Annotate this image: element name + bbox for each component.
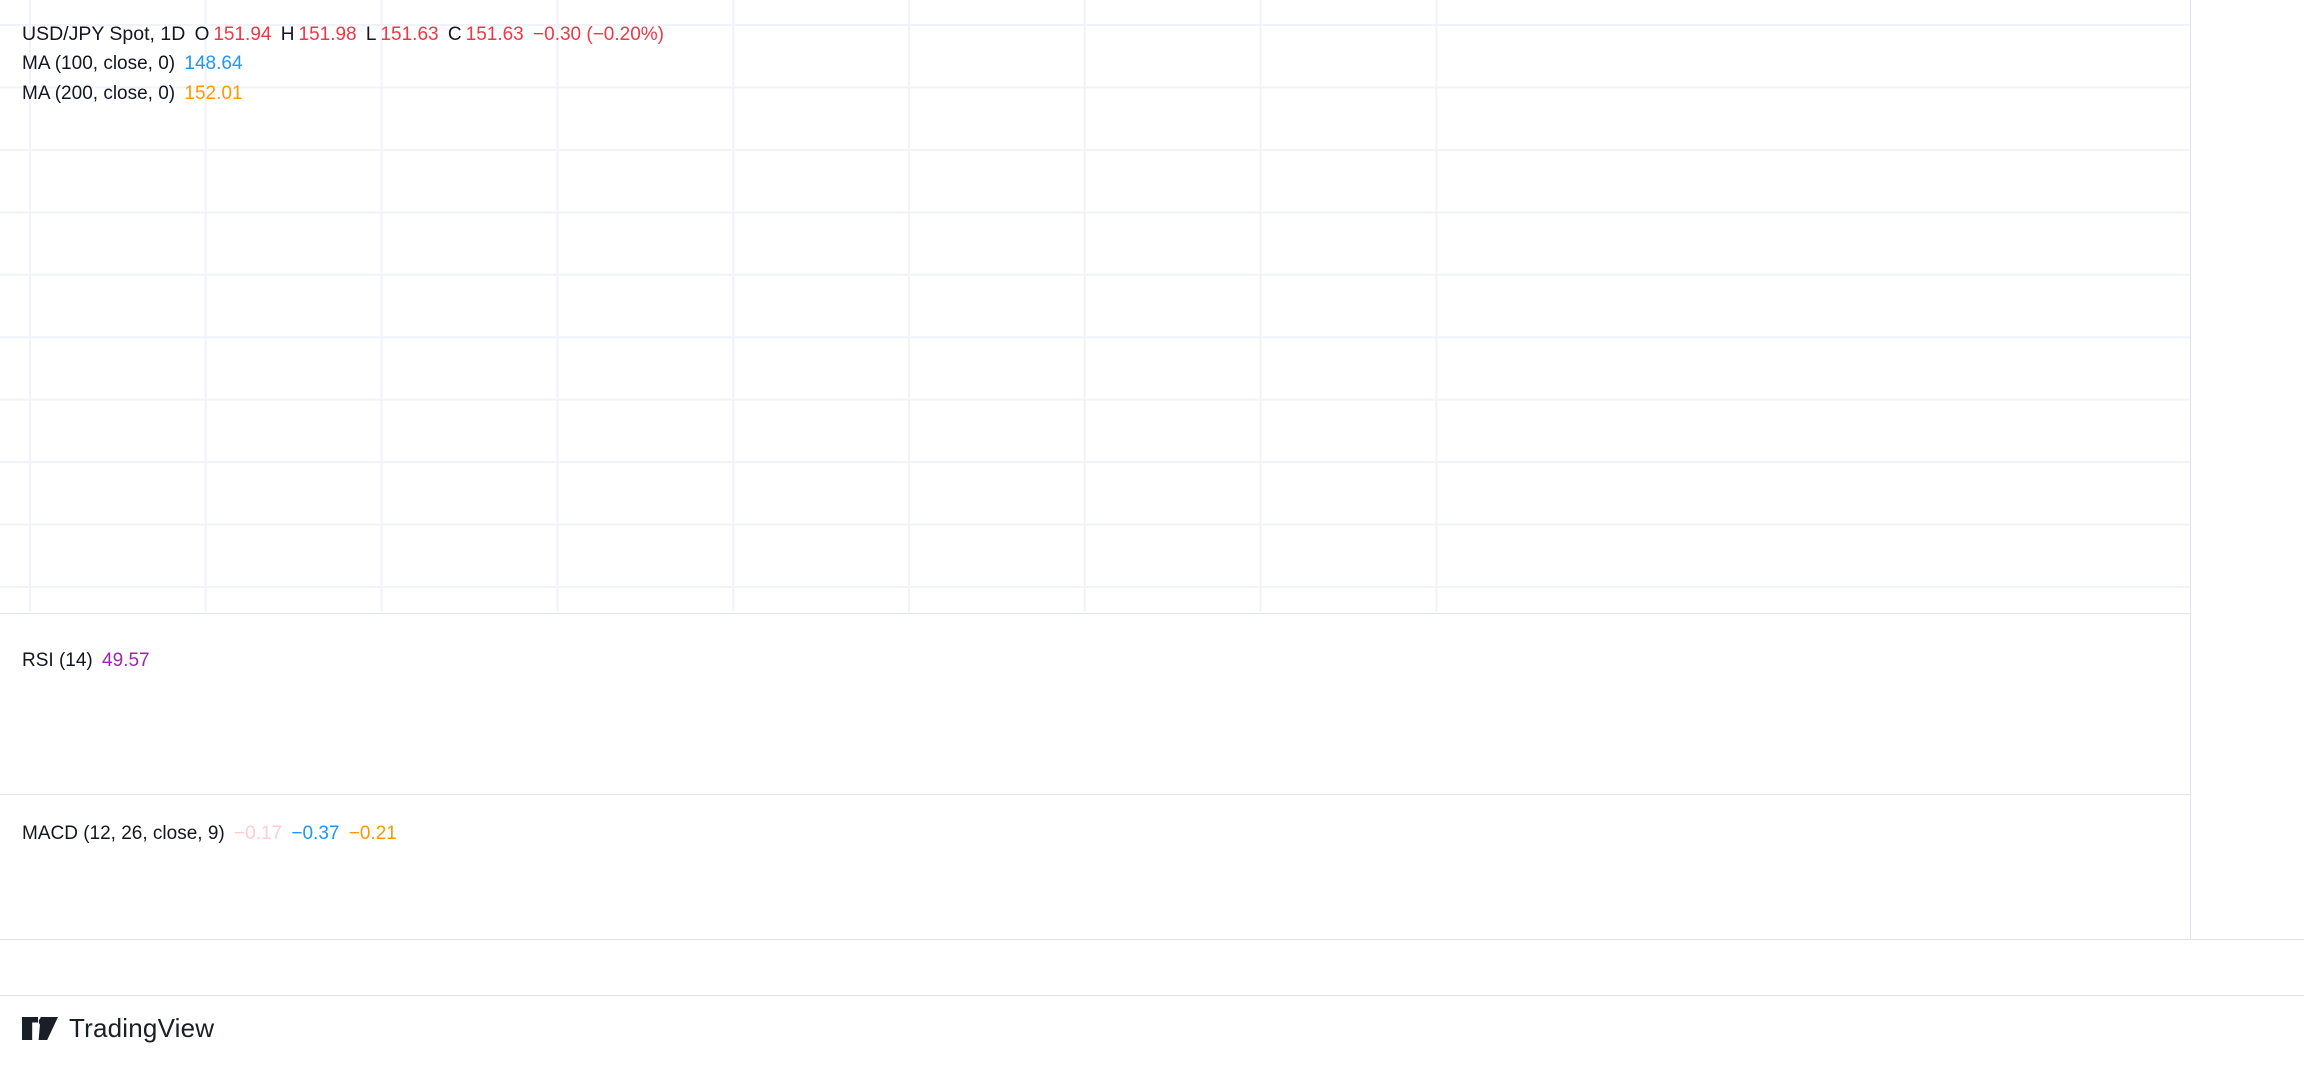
- macd-plot-area[interactable]: [0, 794, 2190, 939]
- macd-pane-separator: [0, 794, 2190, 795]
- macd-signal-value: −0.21: [348, 823, 397, 844]
- price-change: −0.30 (−0.20%): [533, 24, 665, 45]
- footer: TradingView: [0, 995, 2304, 1066]
- ma200-legend[interactable]: MA (200, close, 0) 152.01: [22, 82, 247, 106]
- rsi-pane-separator: [0, 613, 2190, 614]
- time-axis-labels: [0, 939, 2304, 995]
- ohlc-close-key: C: [447, 24, 462, 45]
- ohlc-low-value: 151.63: [380, 24, 439, 45]
- price-plot-area[interactable]: [0, 0, 2190, 612]
- ma200-label: MA (200, close, 0): [22, 83, 176, 104]
- rsi-plot-area[interactable]: [0, 613, 2190, 793]
- rsi-label: RSI (14): [22, 650, 93, 671]
- macd-pane[interactable]: MACD (12, 26, close, 9) −0.17 −0.37 −0.2…: [0, 794, 2304, 939]
- rsi-pane[interactable]: RSI (14) 49.57: [0, 613, 2304, 793]
- rsi-value: 49.57: [102, 650, 150, 671]
- time-axis-separator: [0, 939, 2304, 940]
- macd-legend[interactable]: MACD (12, 26, close, 9) −0.17 −0.37 −0.2…: [22, 822, 401, 846]
- macd-hist-value: −0.17: [234, 823, 283, 844]
- price-canvas: [0, 0, 2190, 612]
- ma200-value: 152.01: [184, 83, 243, 104]
- symbol-title: USD/JPY Spot, 1D: [22, 23, 186, 45]
- ohlc-high-value: 151.98: [298, 24, 357, 45]
- axis-divider: [2190, 0, 2191, 612]
- rsi-axis[interactable]: [2190, 613, 2304, 793]
- ohlc-high-key: H: [280, 24, 295, 45]
- rsi-canvas: [0, 613, 2190, 793]
- time-axis[interactable]: [0, 939, 2304, 995]
- footer-separator: [0, 995, 2304, 996]
- price-pane[interactable]: USD/JPY Spot, 1D O 151.94 H 151.98 L 151.63…: [0, 0, 2304, 612]
- symbol-legend[interactable]: USD/JPY Spot, 1D O 151.94 H 151.98 L 151.63…: [22, 22, 668, 47]
- tradingview-logo-icon[interactable]: [22, 1017, 58, 1040]
- rsi-legend[interactable]: RSI (14) 49.57: [22, 649, 154, 673]
- macd-line-value: −0.37: [291, 823, 340, 844]
- ma100-value: 148.64: [184, 53, 243, 74]
- tradingview-wordmark[interactable]: TradingView: [69, 1013, 215, 1043]
- ma100-label: MA (100, close, 0): [22, 53, 176, 74]
- ma100-legend[interactable]: MA (100, close, 0) 148.64: [22, 52, 247, 76]
- macd-canvas: [0, 794, 2190, 939]
- ohlc-low-key: L: [365, 24, 377, 45]
- ohlc-close-value: 151.63: [465, 24, 524, 45]
- ohlc-open-value: 151.94: [213, 24, 272, 45]
- ohlc-open-key: O: [194, 24, 210, 45]
- macd-axis[interactable]: [2190, 794, 2304, 939]
- macd-label: MACD (12, 26, close, 9): [22, 823, 225, 844]
- macd-axis-divider: [2190, 794, 2191, 939]
- rsi-axis-divider: [2190, 613, 2191, 793]
- price-axis[interactable]: [2190, 0, 2304, 612]
